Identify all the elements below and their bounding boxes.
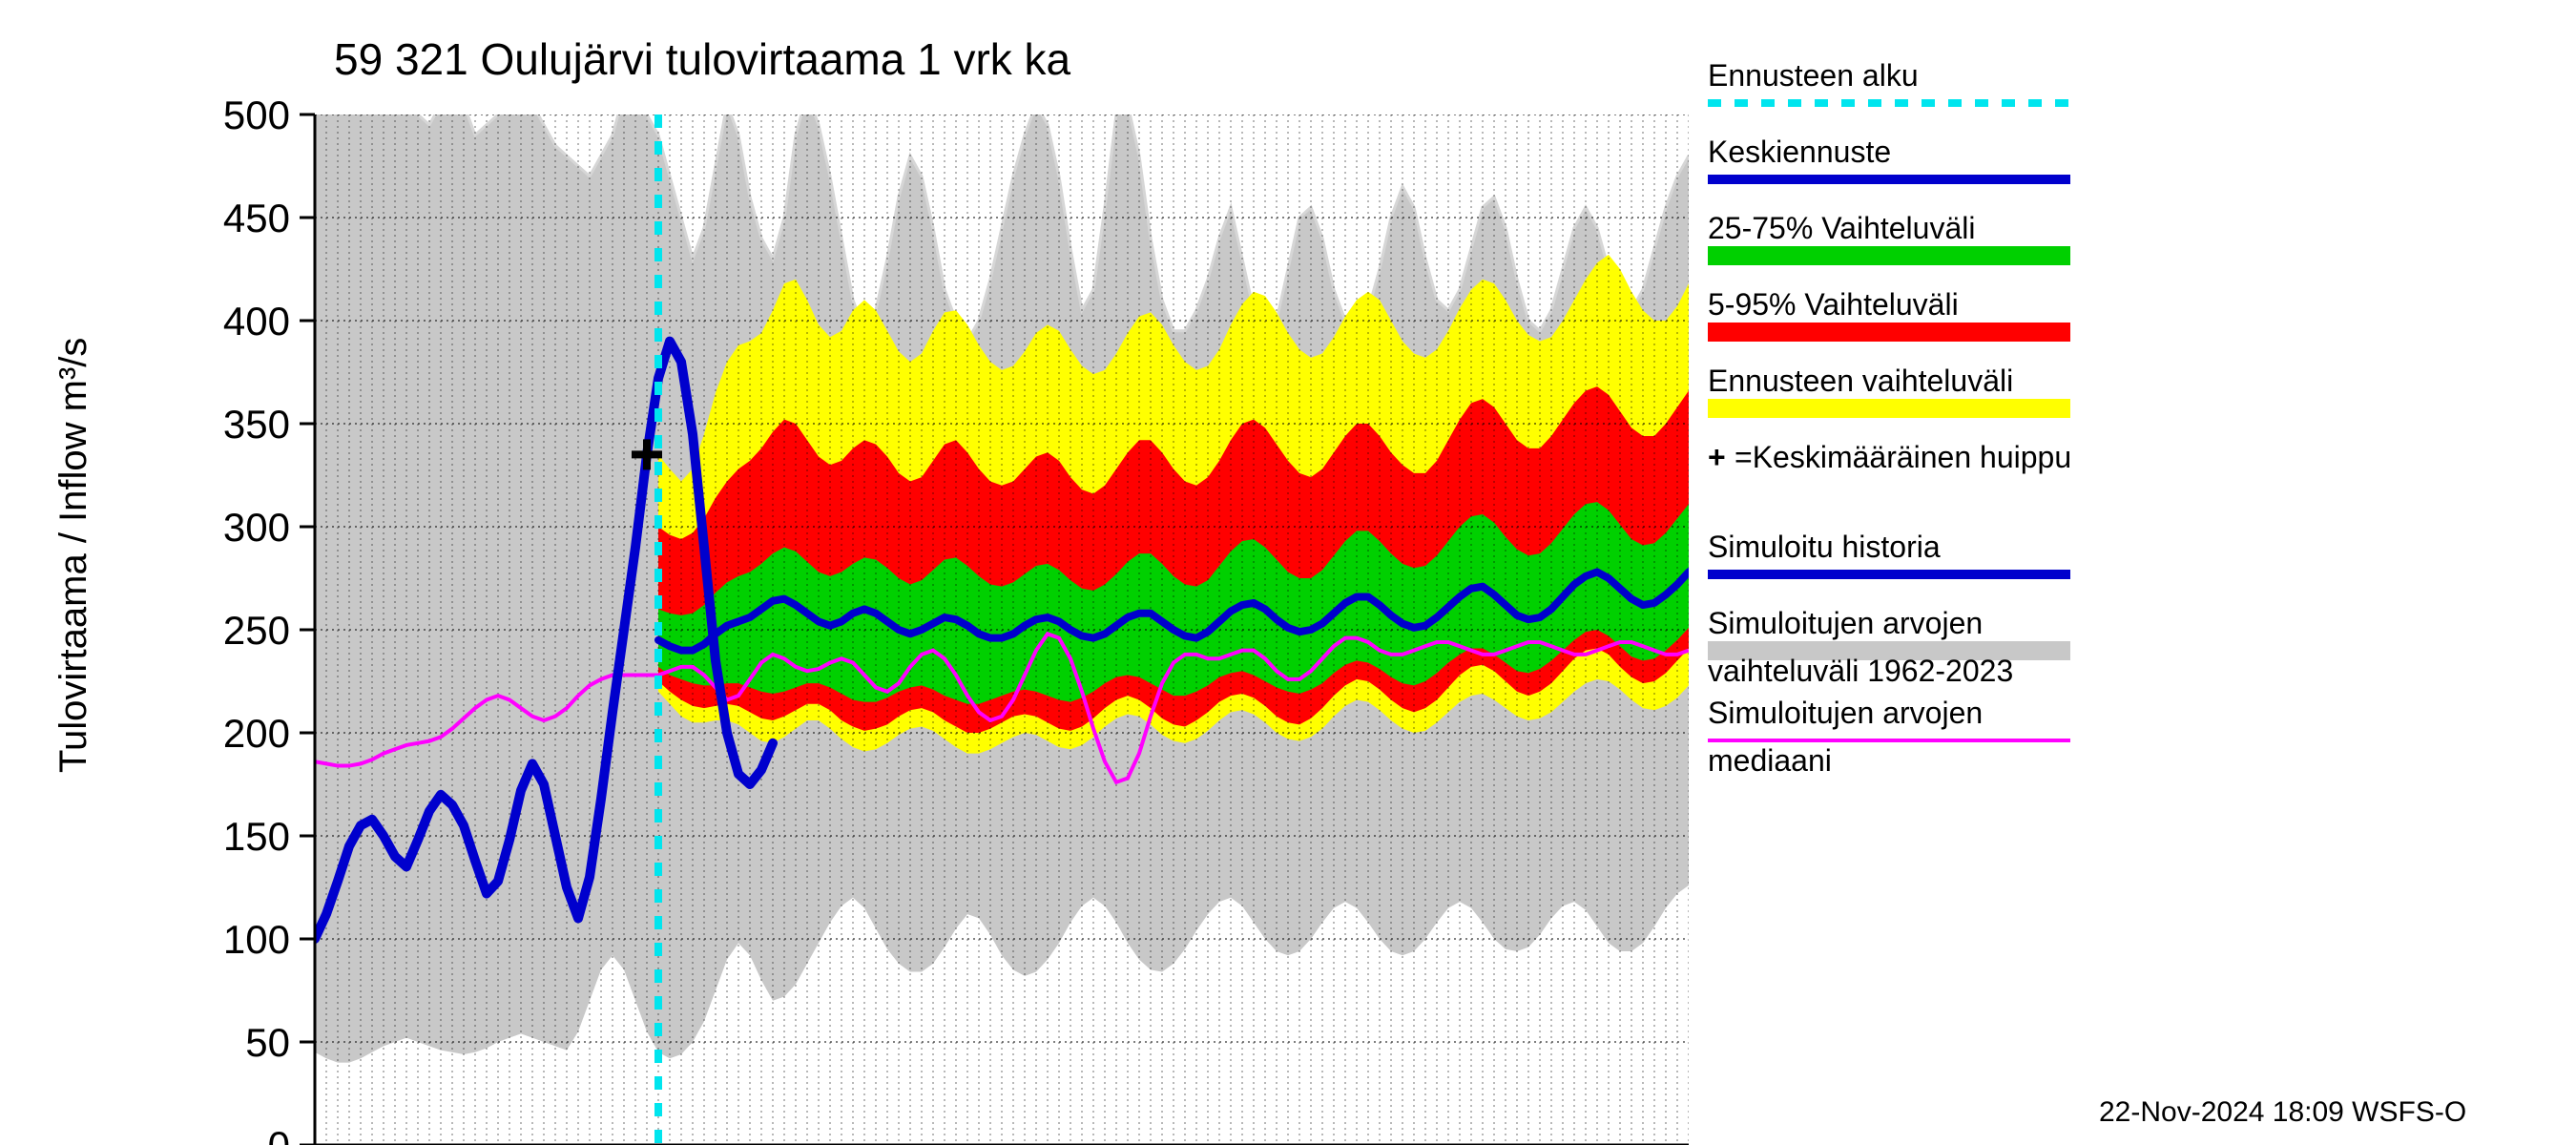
legend-label: =Keskimääräinen huippu (1735, 440, 2071, 474)
chart-svg: 0 50 100 150 200 250 300 350 400 450 500 Tulovirtaa… (0, 0, 2576, 1145)
y-tick-label: 400 (223, 299, 290, 344)
y-axis-label: Tulovirtaama / Inflow m³/s (52, 338, 94, 773)
legend-label: Ennusteen alku (1708, 58, 1919, 93)
legend-label: Simuloitu historia (1708, 530, 1941, 564)
svg-text:+: + (1708, 440, 1726, 474)
legend-label: Simuloitujen arvojen (1708, 696, 1983, 730)
y-tick-label: 350 (223, 402, 290, 447)
legend-label: 25-75% Vaihteluväli (1708, 211, 1975, 245)
chart-canvas: 0 50 100 150 200 250 300 350 400 450 500 Tulovirtaa… (0, 0, 2576, 1145)
y-tick-label: 100 (223, 917, 290, 962)
y-tick-label: 250 (223, 608, 290, 653)
y-tick-label: 450 (223, 196, 290, 240)
y-tick-label: 500 (223, 93, 290, 137)
y-tick-label: 150 (223, 814, 290, 859)
y-tick-label: 300 (223, 505, 290, 550)
legend-label: 5-95% Vaihteluväli (1708, 287, 1959, 322)
y-tick-label: 200 (223, 711, 290, 756)
legend-label: Simuloitujen arvojen (1708, 606, 1983, 640)
legend-label: Keskiennuste (1708, 135, 1891, 169)
y-tick-label: 50 (245, 1020, 290, 1065)
chart-title: 59 321 Oulujärvi tulovirtaama 1 vrk ka (334, 34, 1071, 84)
legend-label-line2: vaihteluväli 1962-2023 (1708, 654, 2013, 688)
legend-label: Ennusteen vaihteluväli (1708, 364, 2013, 398)
footer-timestamp: 22-Nov-2024 18:09 WSFS-O (2099, 1096, 2466, 1128)
legend-label-line2: mediaani (1708, 743, 1832, 778)
y-tick-label: 0 (268, 1123, 290, 1145)
